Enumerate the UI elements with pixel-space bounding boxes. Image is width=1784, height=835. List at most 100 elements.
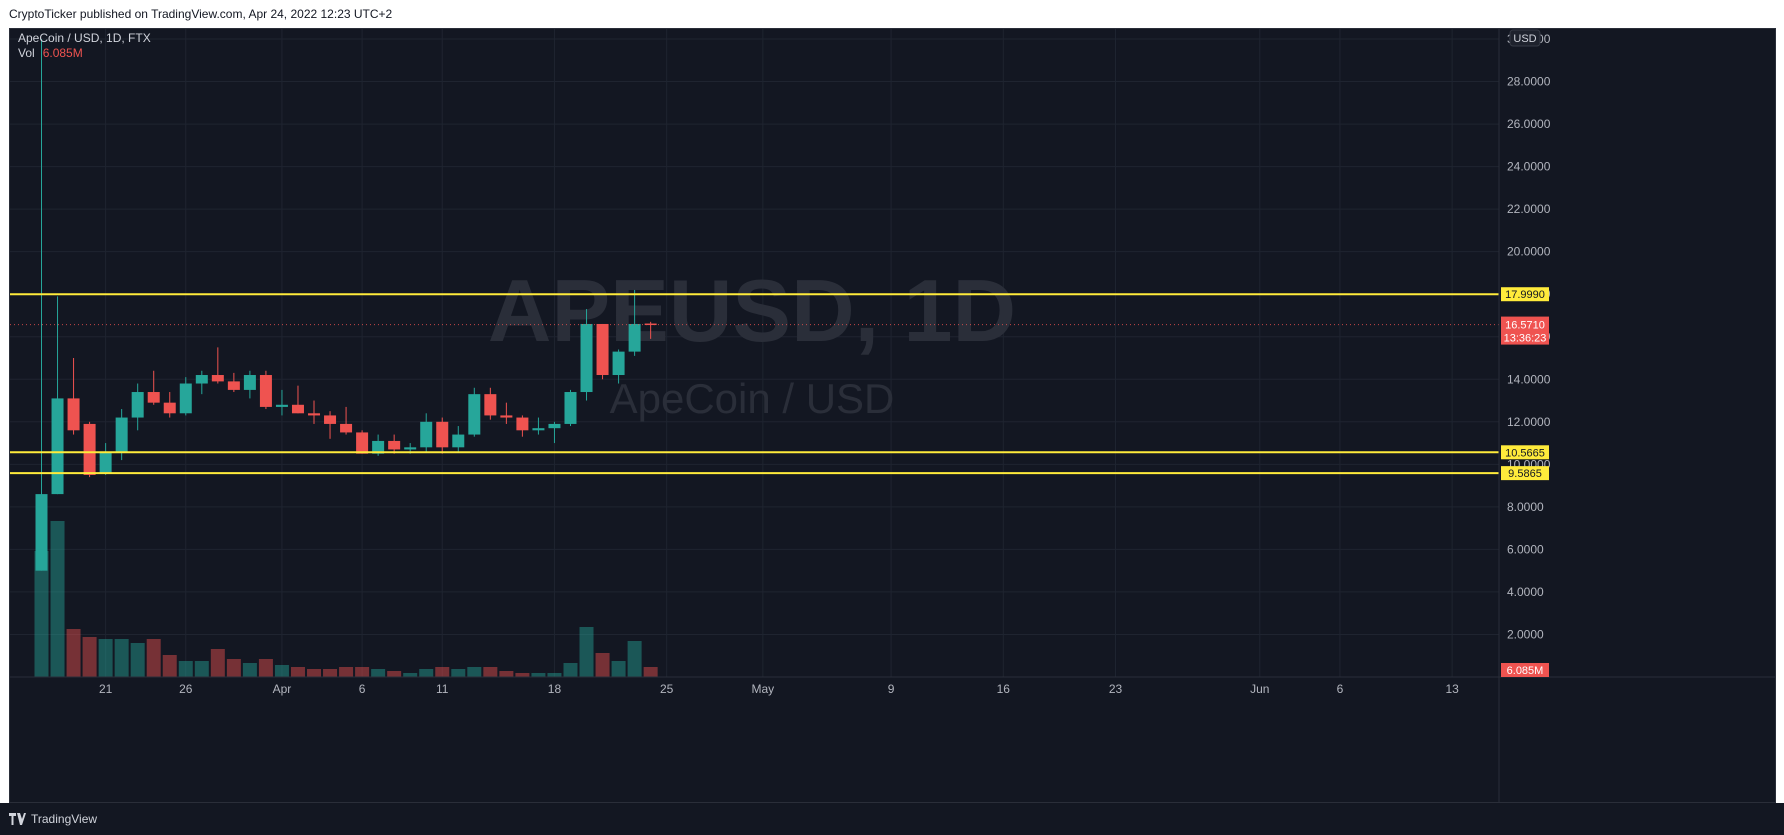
price-axis-tick-label: 14.0000 bbox=[1507, 372, 1551, 386]
price-axis-tick-label: 26.0000 bbox=[1507, 117, 1551, 131]
price-axis-tick-label: 20.0000 bbox=[1507, 245, 1551, 259]
price-scale-label: 6.085M bbox=[1507, 665, 1544, 677]
candle-body bbox=[484, 394, 497, 416]
brand-name: TradingView bbox=[31, 812, 98, 826]
volume-bar bbox=[323, 669, 338, 677]
candle-body bbox=[83, 423, 96, 475]
price-axis-tick-label: 4.0000 bbox=[1507, 585, 1544, 599]
time-axis-tick-label: 18 bbox=[548, 682, 562, 696]
publish-note: CryptoTicker published on TradingView.co… bbox=[9, 7, 393, 21]
currency-badge[interactable] bbox=[1509, 29, 1541, 47]
time-axis-tick-label: 11 bbox=[436, 682, 449, 696]
volume-bar bbox=[515, 673, 530, 677]
candle-body bbox=[51, 398, 64, 495]
candle-body bbox=[436, 421, 449, 448]
candle-body bbox=[131, 392, 144, 418]
volume-bar bbox=[611, 661, 626, 677]
volume-bar bbox=[226, 659, 241, 677]
last-price-label-background bbox=[1501, 316, 1549, 345]
volume-bar bbox=[627, 641, 642, 677]
candlestick-chart[interactable]: APEUSD, 1D ApeCoin / USD 2.0000 4.0000 6.000… bbox=[10, 29, 1776, 803]
volume-bar bbox=[178, 661, 193, 677]
volume-bar bbox=[435, 667, 450, 677]
time-axis-tick-label: 6 bbox=[359, 682, 366, 696]
volume-bar bbox=[387, 671, 402, 677]
candle-body bbox=[291, 404, 304, 414]
price-scale-label: 9.5865 bbox=[1508, 468, 1542, 480]
publish-header: CryptoTicker published on TradingView.co… bbox=[0, 0, 1784, 28]
candle-body bbox=[564, 392, 577, 424]
volume-bar bbox=[467, 667, 482, 677]
chart-background bbox=[10, 29, 1775, 802]
candle-body bbox=[195, 375, 208, 384]
brand[interactable]: TradingView bbox=[9, 803, 97, 835]
volume-bar bbox=[98, 639, 113, 677]
volume-bar bbox=[258, 659, 273, 677]
volume-bar bbox=[339, 667, 354, 677]
volume-bar bbox=[194, 661, 209, 677]
price-axis-tick-label: 8.0000 bbox=[1507, 500, 1544, 514]
candle-body bbox=[275, 404, 288, 407]
volume-bar bbox=[114, 639, 129, 677]
candle-body bbox=[324, 415, 337, 424]
time-axis-tick-label: 26 bbox=[179, 682, 193, 696]
price-axis-tick-label: 6.0000 bbox=[1507, 542, 1544, 556]
volume-bar bbox=[146, 639, 161, 677]
time-axis-tick-label: 16 bbox=[997, 682, 1011, 696]
candle-body bbox=[179, 383, 192, 414]
time-axis-tick-label: 23 bbox=[1109, 682, 1123, 696]
volume-bar bbox=[547, 673, 562, 677]
price-scale-label: 17.9990 bbox=[1505, 289, 1545, 301]
currency-badge-label: USD bbox=[1513, 33, 1536, 45]
price-scale-label-background bbox=[1501, 445, 1549, 460]
volume-bar bbox=[419, 669, 434, 677]
volume-bar bbox=[403, 673, 418, 677]
price-axis-tick-label: 28.0000 bbox=[1507, 75, 1551, 89]
chart-panel: ApeCoin / USD, 1D, FTX Vol 6.085M APEUSD,… bbox=[9, 28, 1776, 803]
candle-body bbox=[67, 398, 80, 431]
candle-body bbox=[548, 423, 561, 429]
volume-bar bbox=[499, 671, 514, 677]
candle-body bbox=[243, 375, 256, 390]
watermark-name: ApeCoin / USD bbox=[610, 375, 895, 422]
candle-body bbox=[628, 323, 641, 352]
candle-body bbox=[532, 428, 545, 431]
volume-bar bbox=[210, 649, 225, 677]
volume-bar bbox=[274, 665, 289, 677]
price-axis-tick-label: 2.0000 bbox=[1507, 627, 1544, 641]
candle-body bbox=[259, 375, 272, 407]
time-axis-tick-label: 6 bbox=[1337, 682, 1344, 696]
candle-body bbox=[35, 494, 48, 571]
candle-body bbox=[452, 434, 465, 448]
candle-body bbox=[372, 440, 385, 454]
candle-body bbox=[420, 421, 433, 448]
volume-bar bbox=[579, 627, 594, 677]
candle-body bbox=[388, 440, 401, 450]
price-scale-label-background bbox=[1501, 287, 1549, 302]
candle-body bbox=[596, 323, 609, 376]
candle-body bbox=[516, 417, 529, 431]
volume-bar bbox=[34, 551, 49, 677]
volume-bar bbox=[531, 673, 546, 677]
time-axis-tick-label: Apr bbox=[273, 682, 292, 696]
price-axis-tick-label: 22.0000 bbox=[1507, 202, 1551, 216]
candle-body bbox=[356, 432, 369, 454]
watermark-symbol: APEUSD, 1D bbox=[488, 261, 1016, 360]
time-axis-tick-label: 9 bbox=[888, 682, 895, 696]
countdown-label: 13:36:23 bbox=[1504, 333, 1547, 345]
candle-body bbox=[340, 423, 353, 433]
price-axis-tick-label: 12.0000 bbox=[1507, 415, 1551, 429]
candle-body bbox=[115, 417, 128, 452]
volume-bar bbox=[242, 663, 257, 677]
time-axis-tick-label: 25 bbox=[660, 682, 674, 696]
candle-body bbox=[404, 447, 417, 450]
tradingview-logo-icon bbox=[9, 813, 26, 825]
candle-body bbox=[99, 451, 112, 473]
volume-bar bbox=[290, 667, 305, 677]
candle-body bbox=[612, 351, 625, 376]
price-scale-label-background bbox=[1501, 466, 1549, 481]
price-axis-tick-label: 24.0000 bbox=[1507, 160, 1551, 174]
time-axis-tick-label: May bbox=[752, 682, 775, 696]
volume-bar bbox=[162, 655, 177, 677]
volume-bar bbox=[643, 667, 658, 677]
